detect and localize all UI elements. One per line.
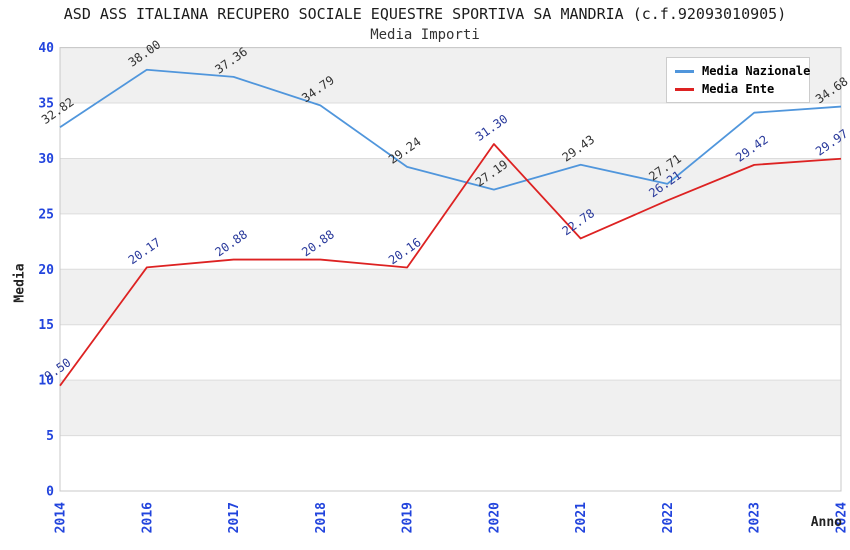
legend-item-media-ente: Media Ente [675, 82, 801, 97]
plot-band [60, 269, 841, 325]
point-label-media-ente: 29.97 [813, 126, 850, 158]
x-tick-label: 2021 [574, 502, 589, 533]
x-tick-label: 2018 [314, 502, 329, 533]
y-axis-title: Media [12, 263, 28, 303]
point-label-media-ente: 20.17 [126, 235, 164, 267]
chart-subtitle: Media Importi [370, 27, 480, 43]
x-tick-label: 2016 [140, 502, 155, 533]
point-label-media-ente: 31.30 [473, 112, 511, 144]
y-tick-label: 35 [38, 97, 54, 112]
y-tick-label: 30 [38, 152, 54, 167]
y-tick-label: 20 [38, 263, 54, 278]
y-tick-label: 10 [38, 374, 54, 389]
legend-label: Media Ente [702, 82, 775, 97]
legend-item-media-nazionale: Media Nazionale [675, 64, 810, 78]
x-axis-title: Anno [810, 515, 842, 530]
x-tick-label: 2024 [835, 502, 850, 533]
x-tick-label: 2023 [748, 502, 763, 533]
point-label-media-ente: 20.88 [299, 227, 337, 259]
legend: Media Nazionale Media Ente [666, 57, 810, 104]
series-line-media-ente [59, 143, 842, 387]
y-tick-label: 25 [38, 207, 54, 222]
y-tick-label: 0 [46, 485, 54, 500]
y-tick-label: 40 [38, 41, 54, 56]
x-tick-label: 2022 [661, 502, 676, 533]
x-tick-label: 2019 [401, 502, 416, 533]
y-tick-label: 5 [46, 429, 54, 444]
plot-band [60, 380, 841, 436]
legend-label: Media Nazionale [702, 64, 811, 78]
plot-border [59, 47, 842, 492]
point-label-media-ente: 20.88 [212, 227, 250, 259]
x-tick-label: 2017 [227, 502, 242, 533]
y-tick-label: 15 [38, 318, 54, 333]
x-tick-label: 2020 [487, 502, 502, 533]
legend-swatch-line-icon [675, 88, 694, 92]
series-line-media-nazionale [59, 68, 842, 191]
legend-swatch-line-icon [675, 70, 694, 74]
point-label-media-ente: 9.50 [42, 355, 74, 383]
x-tick-label: 2014 [54, 502, 69, 533]
chart-title: ASD ASS ITALIANA RECUPERO SOCIALE EQUEST… [63, 5, 787, 23]
